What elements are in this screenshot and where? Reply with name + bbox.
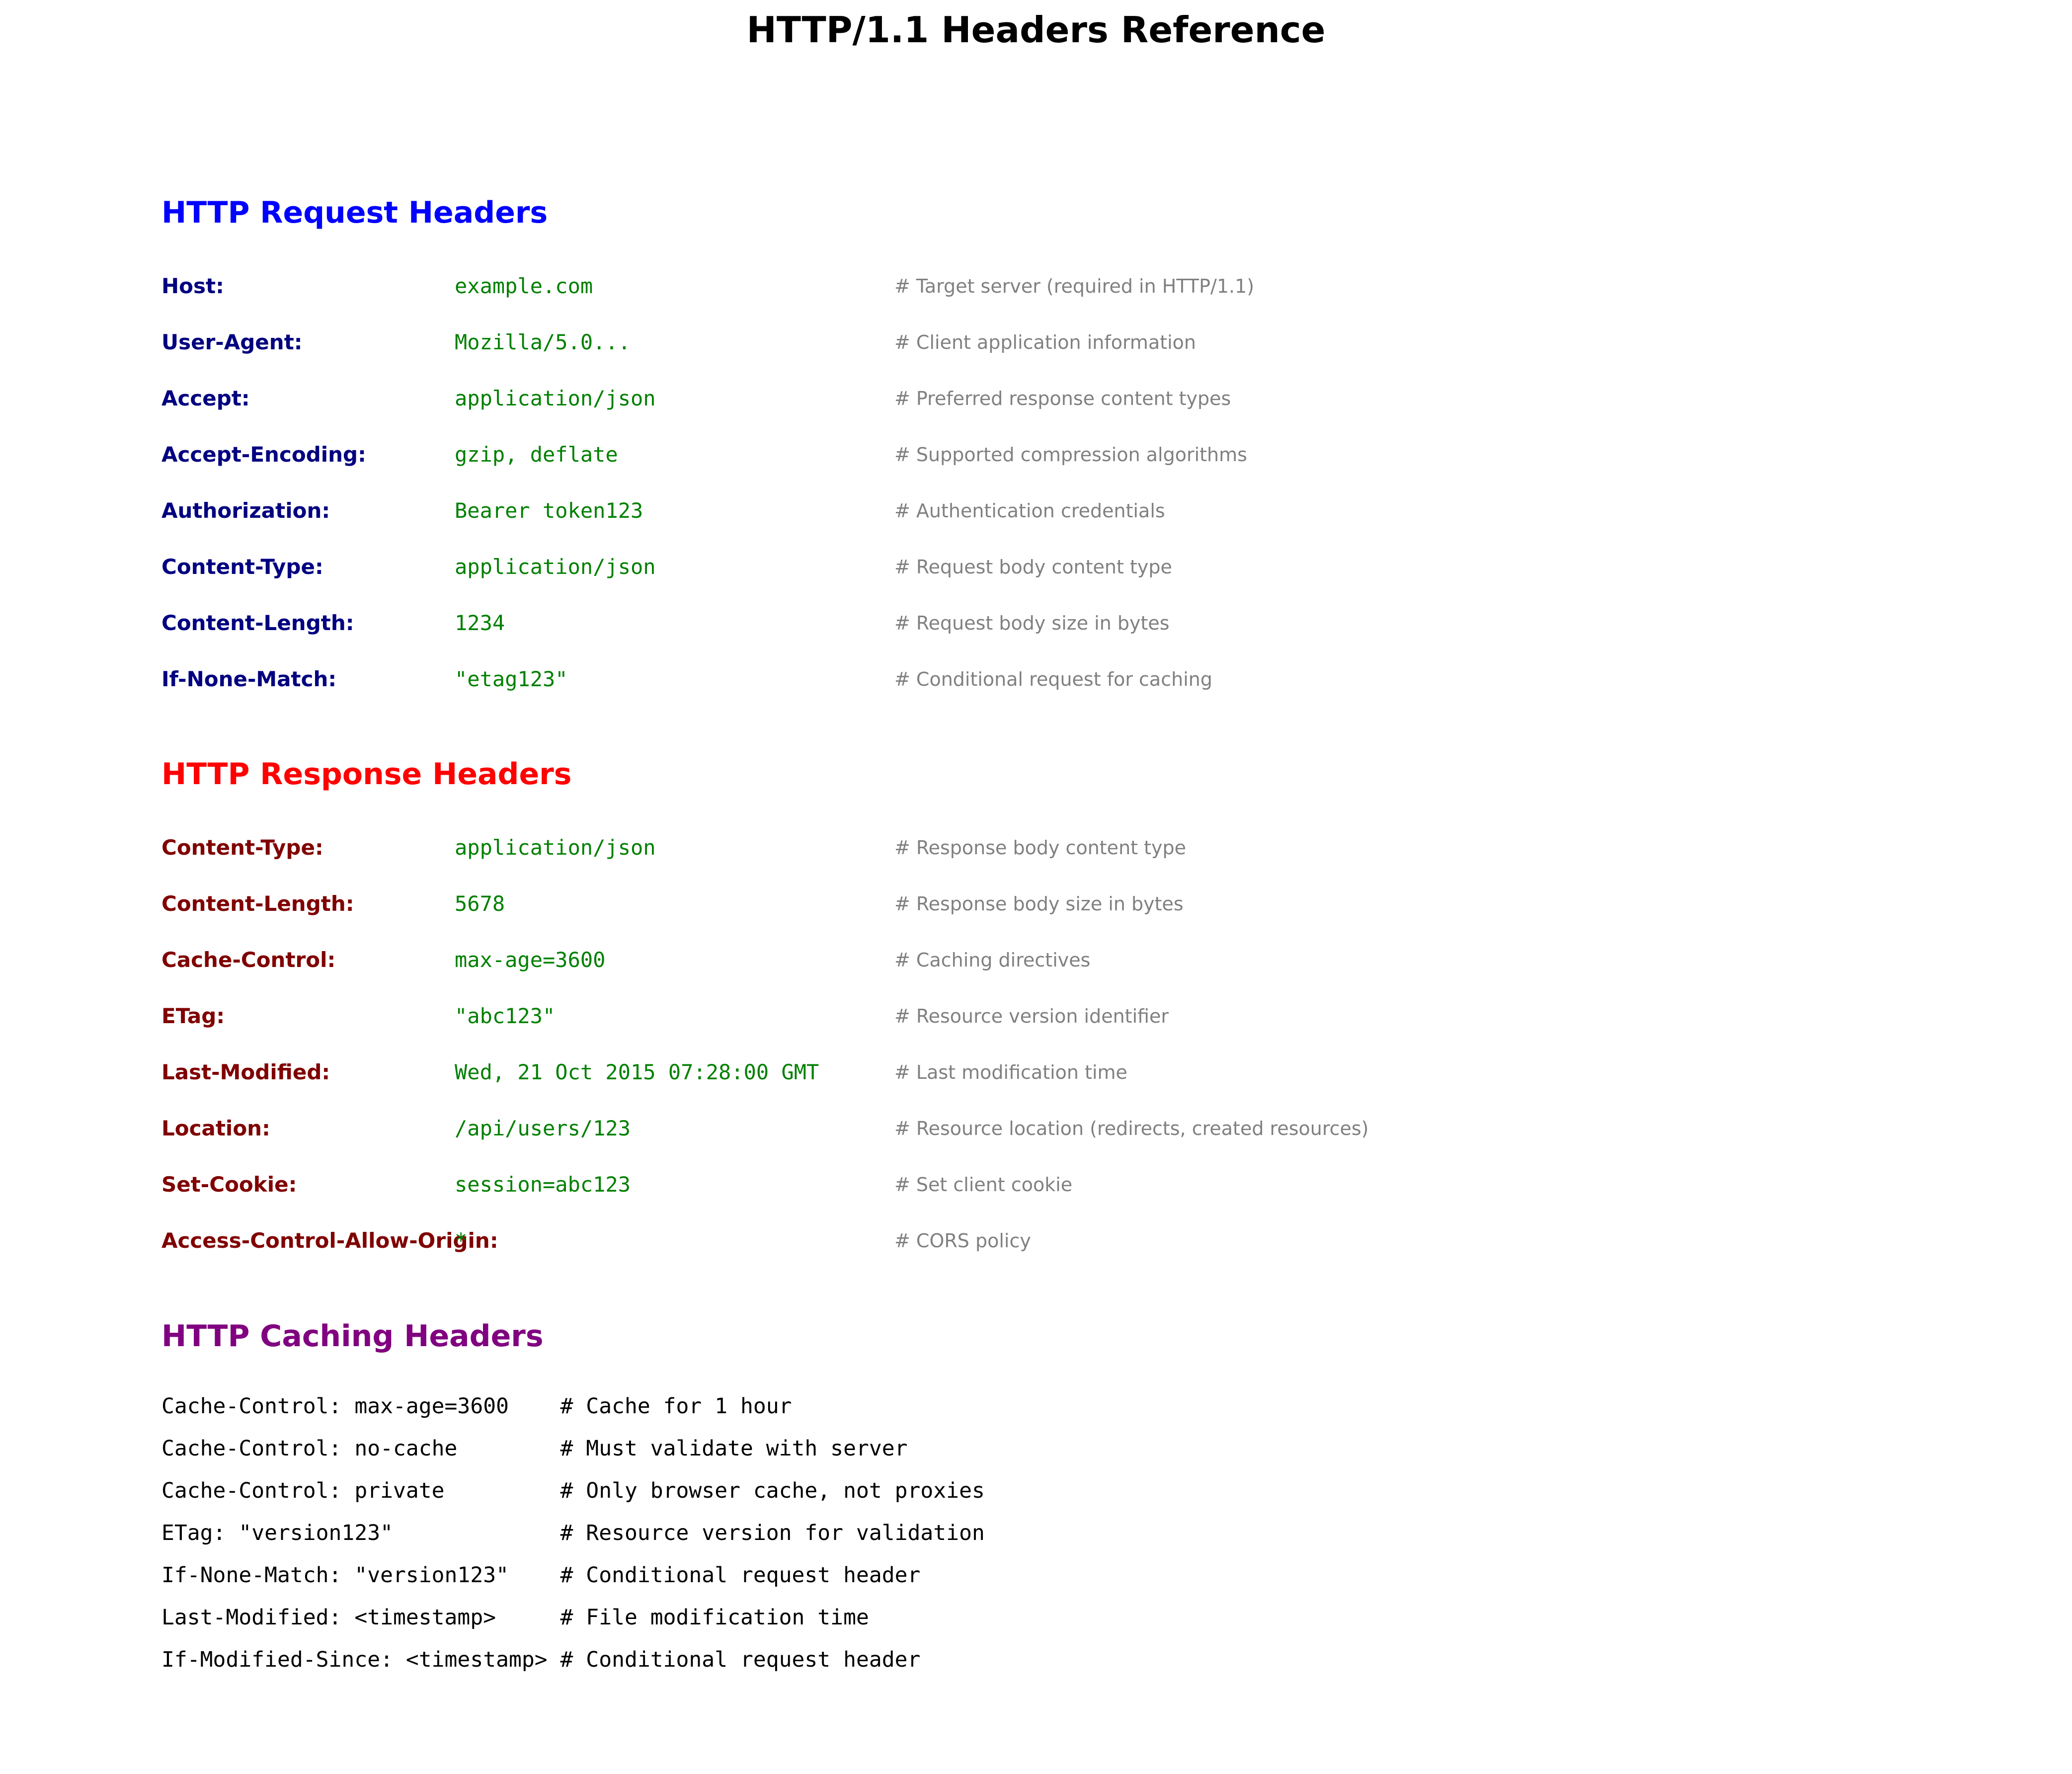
header-comment: # Last modification time (894, 1061, 1127, 1083)
header-value: Wed, 21 Oct 2015 07:28:00 GMT (455, 1060, 819, 1084)
header-name: Host: (161, 274, 224, 298)
header-name: Access-Control-Allow-Origin: (161, 1228, 498, 1253)
header-value: "abc123" (455, 1004, 556, 1028)
header-row: Access-Control-Allow-Origin: * # CORS poli… (0, 1226, 2072, 1256)
header-value: max-age=3600 (455, 948, 606, 972)
header-value: application/json (455, 835, 656, 860)
caching-line: Last-Modified: <timestamp> # File modifi… (161, 1605, 869, 1630)
header-comment: # Caching directives (894, 949, 1091, 971)
header-value: "etag123" (455, 667, 568, 691)
header-name: Set-Cookie: (161, 1172, 297, 1197)
header-name: Last-Modified: (161, 1060, 330, 1084)
header-row: Last-Modified: Wed, 21 Oct 2015 07:28:00 … (0, 1057, 2072, 1087)
header-name: User-Agent: (161, 330, 303, 354)
header-comment: # Client application information (894, 331, 1196, 353)
caching-line: If-Modified-Since: <timestamp> # Conditi… (161, 1647, 921, 1672)
page-title: HTTP/1.1 Headers Reference (746, 9, 1326, 51)
header-comment: # Set client cookie (894, 1174, 1073, 1196)
header-value: Bearer token123 (455, 498, 643, 523)
header-value: /api/users/123 (455, 1116, 631, 1140)
caching-headers-heading: HTTP Caching Headers (161, 1319, 544, 1354)
caching-line: Cache-Control: max-age=3600 # Cache for … (161, 1394, 792, 1419)
header-name: ETag: (161, 1004, 225, 1028)
header-row: Content-Type: application/json # Request b… (0, 552, 2072, 582)
header-name: If-None-Match: (161, 667, 337, 691)
header-comment: # Response body content type (894, 837, 1187, 859)
header-value: 1234 (455, 611, 505, 635)
header-row: Content-Length: 1234 # Request body size i… (0, 608, 2072, 638)
header-comment: # Supported compression algorithms (894, 444, 1247, 466)
header-comment: # Authentication credentials (894, 500, 1165, 522)
header-value: * (455, 1228, 468, 1253)
header-row: Content-Type: application/json # Response … (0, 833, 2072, 863)
header-row: Cache-Control: max-age=3600 # Caching dire… (0, 945, 2072, 975)
header-row: Accept: application/json # Preferred respo… (0, 384, 2072, 413)
header-name: Cache-Control: (161, 948, 336, 972)
header-row: Content-Length: 5678 # Response body size … (0, 889, 2072, 919)
header-row: User-Agent: Mozilla/5.0... # Client applic… (0, 327, 2072, 357)
header-comment: # Request body content type (894, 556, 1172, 578)
header-comment: # Preferred response content types (894, 388, 1231, 409)
header-name: Accept: (161, 386, 250, 410)
header-name: Content-Type: (161, 835, 323, 860)
header-comment: # Conditional request for caching (894, 668, 1212, 690)
header-value: gzip, deflate (455, 442, 618, 467)
header-name: Content-Type: (161, 555, 323, 579)
header-name: Content-Length: (161, 891, 354, 916)
header-row: Host: example.com # Target server (require… (0, 271, 2072, 301)
header-comment: # Resource version identifier (894, 1005, 1169, 1027)
header-row: Location: /api/users/123 # Resource locati… (0, 1114, 2072, 1143)
header-comment: # CORS policy (894, 1230, 1031, 1252)
header-value: application/json (455, 386, 656, 410)
header-comment: # Request body size in bytes (894, 612, 1170, 634)
header-value: application/json (455, 555, 656, 579)
caching-line: If-None-Match: "version123" # Conditiona… (161, 1563, 921, 1588)
header-name: Accept-Encoding: (161, 442, 366, 467)
header-row: Accept-Encoding: gzip, deflate # Supported… (0, 440, 2072, 470)
header-value: example.com (455, 274, 593, 298)
header-row: If-None-Match: "etag123" # Conditional req… (0, 664, 2072, 694)
caching-line: Cache-Control: private # Only browser ca… (161, 1478, 985, 1503)
header-row: Authorization: Bearer token123 # Authentic… (0, 496, 2072, 526)
header-row: Set-Cookie: session=abc123 # Set client co… (0, 1170, 2072, 1200)
header-value: session=abc123 (455, 1172, 631, 1197)
header-comment: # Resource location (redirects, created … (894, 1118, 1369, 1139)
header-name: Authorization: (161, 498, 330, 523)
request-headers-heading: HTTP Request Headers (161, 195, 548, 230)
header-comment: # Response body size in bytes (894, 893, 1184, 915)
response-headers-heading: HTTP Response Headers (161, 757, 572, 792)
header-comment: # Target server (required in HTTP/1.1) (894, 275, 1255, 297)
header-value: 5678 (455, 891, 505, 916)
header-row: ETag: "abc123" # Resource version identifi… (0, 1001, 2072, 1031)
caching-line: Cache-Control: no-cache # Must validate … (161, 1436, 908, 1461)
header-name: Location: (161, 1116, 270, 1140)
header-value: Mozilla/5.0... (455, 330, 631, 354)
caching-line: ETag: "version123" # Resource version fo… (161, 1521, 985, 1545)
header-name: Content-Length: (161, 611, 354, 635)
